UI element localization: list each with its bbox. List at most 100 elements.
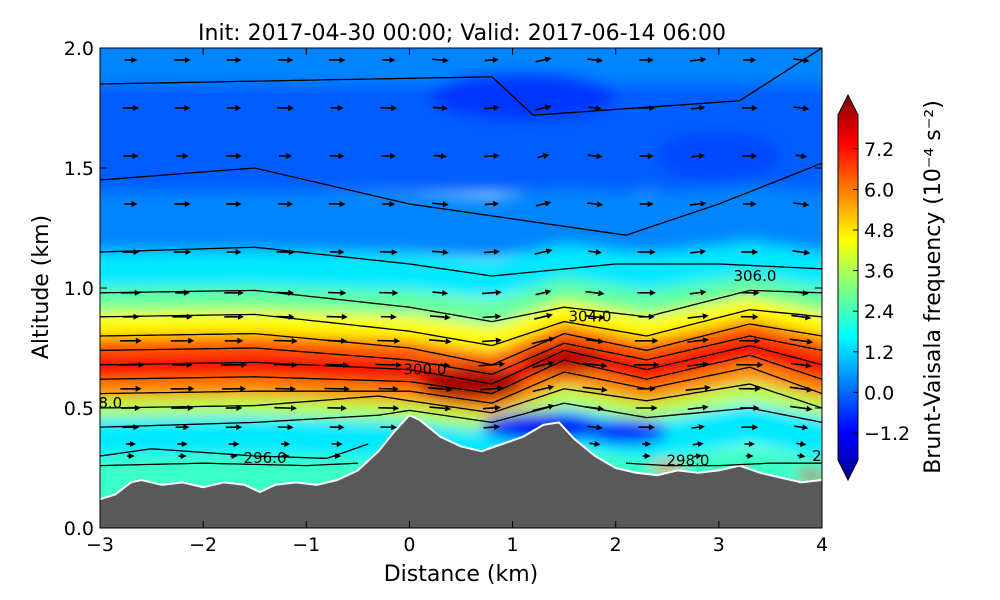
wind-vector-head xyxy=(392,385,399,392)
wind-vector-head xyxy=(649,105,656,111)
wind-vector-head xyxy=(389,201,396,208)
wind-vector-head xyxy=(542,153,550,159)
wind-vector-head xyxy=(338,424,345,431)
wind-vector-head xyxy=(704,385,711,391)
wind-vectors xyxy=(117,56,814,460)
contour-label: 300.0 xyxy=(403,360,446,378)
wind-vector-shaft xyxy=(687,315,703,319)
wind-vector-head xyxy=(547,384,555,391)
wind-vector-head xyxy=(288,289,295,296)
wind-vector-head xyxy=(752,424,759,431)
contour-label: 296.0 xyxy=(244,449,287,467)
wind-vector-head xyxy=(800,440,807,447)
wind-vector-head xyxy=(442,201,449,208)
wind-vector-head xyxy=(180,453,187,460)
wind-vector-head xyxy=(283,452,290,459)
wind-vector-head xyxy=(548,336,556,343)
wind-vector-head xyxy=(129,441,136,448)
wind-vector-head xyxy=(751,153,758,160)
x-tick-label: 1 xyxy=(507,534,519,556)
isentrope-line xyxy=(100,366,822,404)
wind-vector-head xyxy=(806,386,813,393)
wind-vector-head xyxy=(128,453,135,460)
isentrope-line xyxy=(100,162,822,236)
isentrope-line xyxy=(100,308,822,347)
wind-vector-shaft xyxy=(790,405,807,410)
wind-vector-shaft xyxy=(483,426,495,429)
wind-vector-head xyxy=(802,290,809,296)
wind-vector-head xyxy=(802,424,809,431)
wind-vector-head xyxy=(647,153,654,159)
colorbar-ticks: −1.2 0.0 1.2 2.4 3.6 4.8 6.0 7.2 xyxy=(853,139,910,445)
wind-vector-head xyxy=(445,338,452,345)
wind-vector-head xyxy=(601,386,608,393)
wind-vector-shaft xyxy=(796,442,801,445)
wind-vector-shaft xyxy=(587,425,597,429)
wind-vector-head xyxy=(235,200,242,207)
wind-vector-head xyxy=(290,405,297,412)
wind-vector-head xyxy=(699,248,707,255)
wind-vector-shaft xyxy=(429,315,445,318)
isentrope-line xyxy=(100,323,822,366)
contour-label: 8.0 xyxy=(98,394,122,412)
colorbar-tick-label: 0.0 xyxy=(864,382,894,404)
wind-vector-head xyxy=(236,404,243,411)
wind-vector-shaft xyxy=(793,202,804,206)
wind-vector-head xyxy=(391,105,398,112)
wind-vector-head xyxy=(185,248,192,255)
colorbar-label: Brunt-Vaisala frequency (10⁻⁴ s⁻²) xyxy=(921,100,946,474)
wind-vector-shaft xyxy=(481,291,496,295)
wind-vector-head xyxy=(133,424,140,431)
wind-vector-head xyxy=(133,313,140,320)
wind-vector-head xyxy=(700,289,707,296)
x-tick-label: 2 xyxy=(610,534,622,556)
colorbar-tick-label: 6.0 xyxy=(864,179,894,201)
wind-vector-head xyxy=(286,153,293,160)
wind-vector-head xyxy=(649,289,656,296)
wind-vector-head xyxy=(288,313,295,320)
colorbar-tick-label: 3.6 xyxy=(864,261,894,283)
wind-vector-shaft xyxy=(484,155,494,158)
wind-vector-shaft xyxy=(691,426,699,429)
y-tick-label: 1.0 xyxy=(64,278,94,300)
wind-vector-shaft xyxy=(433,154,441,157)
wind-vector-head xyxy=(132,152,139,159)
wind-vector-head xyxy=(493,104,500,111)
wind-vector-head xyxy=(544,200,552,207)
wind-vector-shaft xyxy=(587,154,597,157)
wind-vector-head xyxy=(653,361,660,368)
x-tick-label: 3 xyxy=(713,534,725,556)
wind-vector-head xyxy=(339,201,346,208)
wind-vector-head xyxy=(183,289,190,296)
wind-vector-head xyxy=(240,385,247,392)
wind-vector-head xyxy=(698,424,705,431)
wind-vector-head xyxy=(699,104,706,111)
wind-vector-head xyxy=(597,405,605,412)
wind-vector-shaft xyxy=(532,362,549,369)
wind-vector-head xyxy=(446,386,453,393)
wind-vector-head xyxy=(289,385,297,392)
colorbar: −1.2 0.0 1.2 2.4 3.6 4.8 6.0 7.2 xyxy=(837,93,910,482)
wind-vector-shaft xyxy=(689,202,701,206)
wind-vector-head xyxy=(644,453,651,459)
wind-vector-shaft xyxy=(429,406,446,410)
wind-vector-shaft xyxy=(431,58,443,62)
field-band xyxy=(100,84,822,192)
wind-vector-shaft xyxy=(691,155,700,158)
wind-vector-head xyxy=(702,361,709,368)
wind-vector-head xyxy=(335,452,342,459)
contour-label: 2 xyxy=(812,447,822,465)
wind-vector-head xyxy=(183,424,190,431)
wind-vector-shaft xyxy=(582,386,602,391)
field-anomaly xyxy=(584,420,668,444)
wind-vector-head xyxy=(799,452,806,459)
x-tick-label: −3 xyxy=(86,534,114,556)
wind-vector-head xyxy=(391,424,398,431)
wind-vector-head xyxy=(390,313,397,320)
contour-label: 304.0 xyxy=(568,308,611,326)
wind-vector-head xyxy=(492,56,499,63)
isentrope-line xyxy=(100,48,822,116)
wind-vector-shaft xyxy=(482,315,496,319)
wind-vector-head xyxy=(184,56,191,63)
wind-vector-head xyxy=(545,248,553,255)
